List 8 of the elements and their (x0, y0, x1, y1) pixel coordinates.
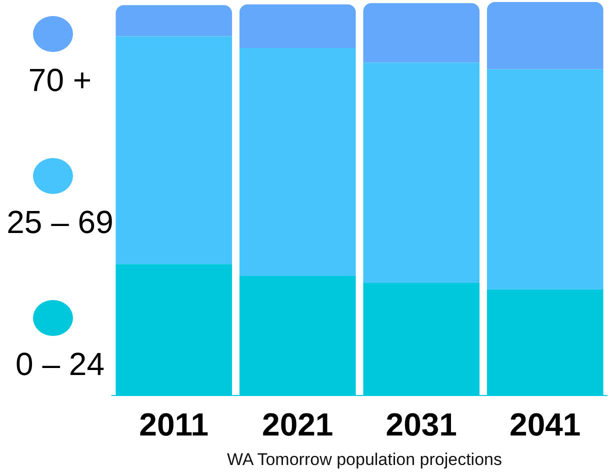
x-tick-label: 2011 (139, 406, 209, 443)
x-tick-label: 2021 (262, 406, 334, 443)
legend-label: 70 + (27, 62, 93, 99)
legend-label: 0 – 24 (14, 346, 106, 383)
text: WA Tomorrow population projections (226, 450, 503, 470)
x-tick-label: 2041 (510, 406, 581, 443)
legend-label: 25 – 69 (6, 204, 114, 241)
x-tick-label: 2031 (386, 406, 457, 443)
